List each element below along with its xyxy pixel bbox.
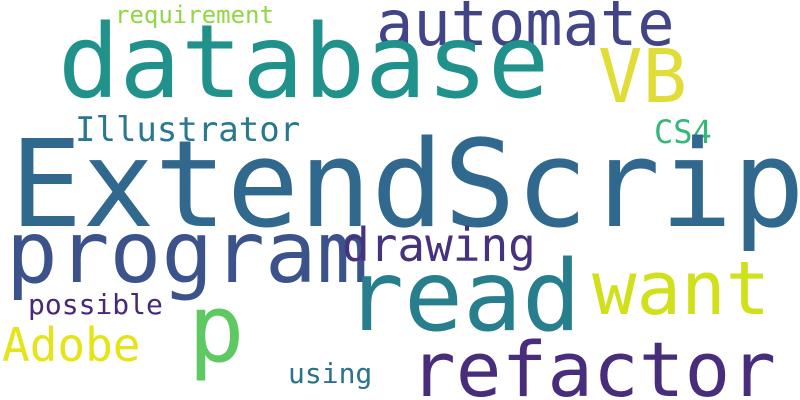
word-want: want <box>592 246 771 332</box>
word-requirement: requirement <box>115 1 274 29</box>
word-extendscript: ExtendScript <box>10 116 800 255</box>
word-vb: VB <box>598 34 688 120</box>
word-program: program <box>6 203 369 303</box>
word-using: using <box>288 357 373 390</box>
word-automate: automate <box>376 0 675 60</box>
word-refactor: refactor <box>410 325 777 400</box>
word-read: read <box>345 240 582 354</box>
word-p: p <box>188 275 245 384</box>
word-drawing: drawing <box>342 218 536 272</box>
word-cs4: CS4 <box>654 113 712 151</box>
word-illustrator: Illustrator <box>75 110 301 150</box>
word-database: database <box>58 3 550 122</box>
word-adobe: Adobe <box>2 318 141 372</box>
word-possible: possible <box>28 288 163 321</box>
